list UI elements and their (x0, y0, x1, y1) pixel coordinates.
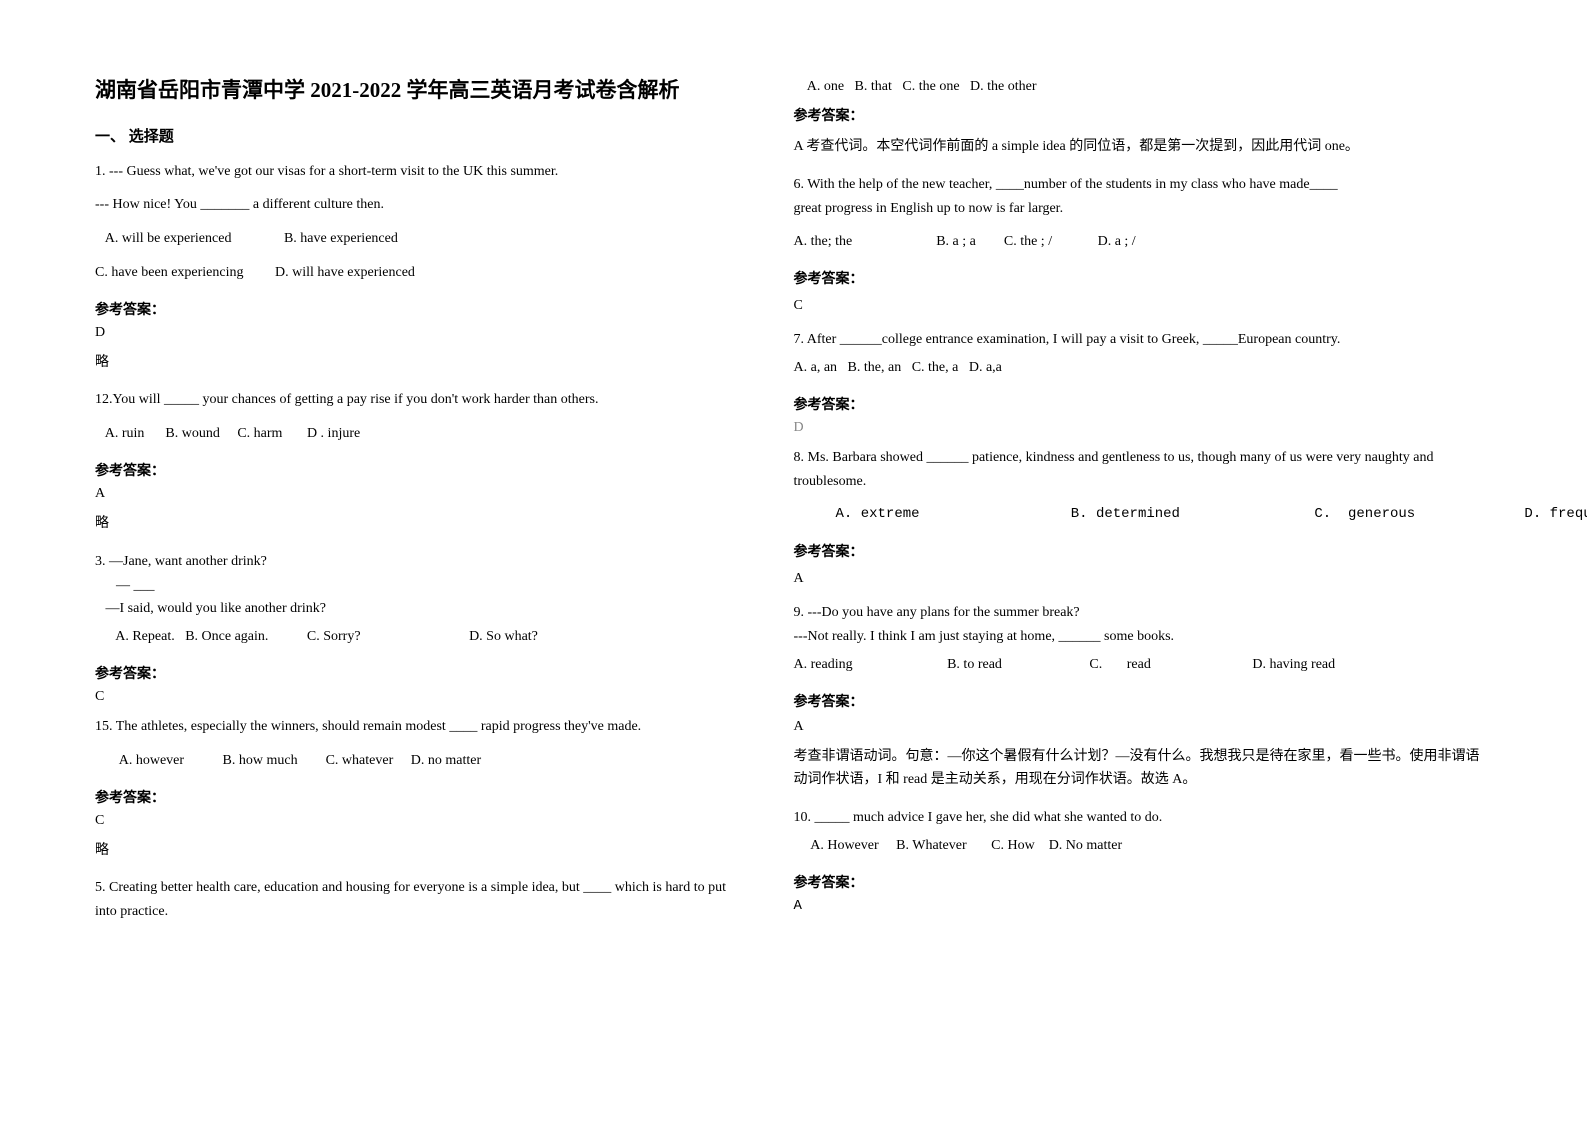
q4-answer-label: 参考答案： (95, 787, 734, 807)
q9-answer: A (794, 719, 1493, 735)
q9-line2: ---Not really. I think I am just staying… (794, 625, 1493, 649)
q8-text: 8. Ms. Barbara showed ______ patience, k… (794, 446, 1493, 494)
q2-opts: A. ruin B. wound C. harm D . injure (95, 422, 734, 446)
question-6: 6. With the help of the new teacher, ___… (794, 173, 1493, 254)
q3-opts: A. Repeat. B. Once again. C. Sorry? D. S… (95, 625, 734, 649)
q10-answer: A (794, 898, 1493, 914)
question-2: 12.You will _____ your chances of gettin… (95, 388, 734, 446)
question-7: 7. After ______college entrance examinat… (794, 328, 1493, 380)
q6-answer-label: 参考答案： (794, 268, 1493, 288)
q4-text: 15. The athletes, especially the winners… (95, 715, 734, 739)
q8-answer-label: 参考答案： (794, 541, 1493, 561)
q3-line1: 3. —Jane, want another drink? (95, 550, 734, 574)
question-8: 8. Ms. Barbara showed ______ patience, k… (794, 446, 1493, 527)
q6-opts: A. the; the B. a ; a C. the ; / D. a ; / (794, 230, 1493, 254)
q1-opts1: A. will be experienced B. have experienc… (95, 227, 734, 251)
q1-answer: D (95, 325, 734, 341)
q2-answer: A (95, 486, 734, 502)
q10-opts: A. However B. Whatever C. How D. No matt… (794, 834, 1493, 858)
q3-line2: — ___ (95, 574, 734, 598)
q7-opts: A. a, an B. the, an C. the, a D. a,a (794, 356, 1493, 380)
q4-explain: 略 (95, 839, 734, 863)
q2-answer-label: 参考答案： (95, 460, 734, 480)
q1-line2: --- How nice! You _______ a different cu… (95, 193, 734, 217)
q6-answer: C (794, 298, 1493, 314)
q6-line1: 6. With the help of the new teacher, ___… (794, 173, 1493, 197)
q4-opts: A. however B. how much C. whatever D. no… (95, 749, 734, 773)
question-9: 9. ---Do you have any plans for the summ… (794, 601, 1493, 676)
q5-opts: A. one B. that C. the one D. the other (794, 79, 1493, 95)
q6-line2: great progress in English up to now is f… (794, 197, 1493, 221)
q8-answer: A (794, 571, 1493, 587)
q9-line1: 9. ---Do you have any plans for the summ… (794, 601, 1493, 625)
document-title: 湖南省岳阳市青潭中学 2021-2022 学年高三英语月考试卷含解析 (95, 75, 734, 107)
q5-answer-label: 参考答案： (794, 105, 1493, 125)
q1-opts2: C. have been experiencing D. will have e… (95, 261, 734, 285)
q1-explain: 略 (95, 351, 734, 375)
q1-line1: 1. --- Guess what, we've got our visas f… (95, 160, 734, 184)
q3-line3: —I said, would you like another drink? (95, 597, 734, 621)
q7-answer: D (794, 420, 1493, 436)
question-10: 10. _____ much advice I gave her, she di… (794, 806, 1493, 858)
q5-answer: A 考查代词。本空代词作前面的 a simple idea 的同位语，都是第一次… (794, 135, 1493, 159)
q10-answer-label: 参考答案： (794, 872, 1493, 892)
q7-text: 7. After ______college entrance examinat… (794, 328, 1493, 352)
q9-answer-label: 参考答案： (794, 691, 1493, 711)
right-column: A. one B. that C. the one D. the other 参… (794, 75, 1493, 938)
q9-explain: 考查非谓语动词。句意：—你这个暑假有什么计划？—没有什么。我想我只是待在家里，看… (794, 745, 1493, 793)
question-4: 15. The athletes, especially the winners… (95, 715, 734, 773)
left-column: 湖南省岳阳市青潭中学 2021-2022 学年高三英语月考试卷含解析 一、 选择… (95, 75, 734, 938)
q9-opts: A. reading B. to read C. read D. having … (794, 653, 1493, 677)
q8-opts: A. extreme B. determined C. generous D. … (794, 503, 1493, 527)
q3-answer-label: 参考答案： (95, 663, 734, 683)
q4-answer: C (95, 813, 734, 829)
section-header: 一、 选择题 (95, 125, 734, 146)
q2-explain: 略 (95, 512, 734, 536)
question-3: 3. —Jane, want another drink? — ___ —I s… (95, 550, 734, 649)
question-5: 5. Creating better health care, educatio… (95, 876, 734, 924)
q5-text: 5. Creating better health care, educatio… (95, 876, 734, 924)
q3-answer: C (95, 689, 734, 705)
question-1: 1. --- Guess what, we've got our visas f… (95, 160, 734, 285)
q10-text: 10. _____ much advice I gave her, she di… (794, 806, 1493, 830)
q2-text: 12.You will _____ your chances of gettin… (95, 388, 734, 412)
q7-answer-label: 参考答案： (794, 394, 1493, 414)
q1-answer-label: 参考答案： (95, 299, 734, 319)
